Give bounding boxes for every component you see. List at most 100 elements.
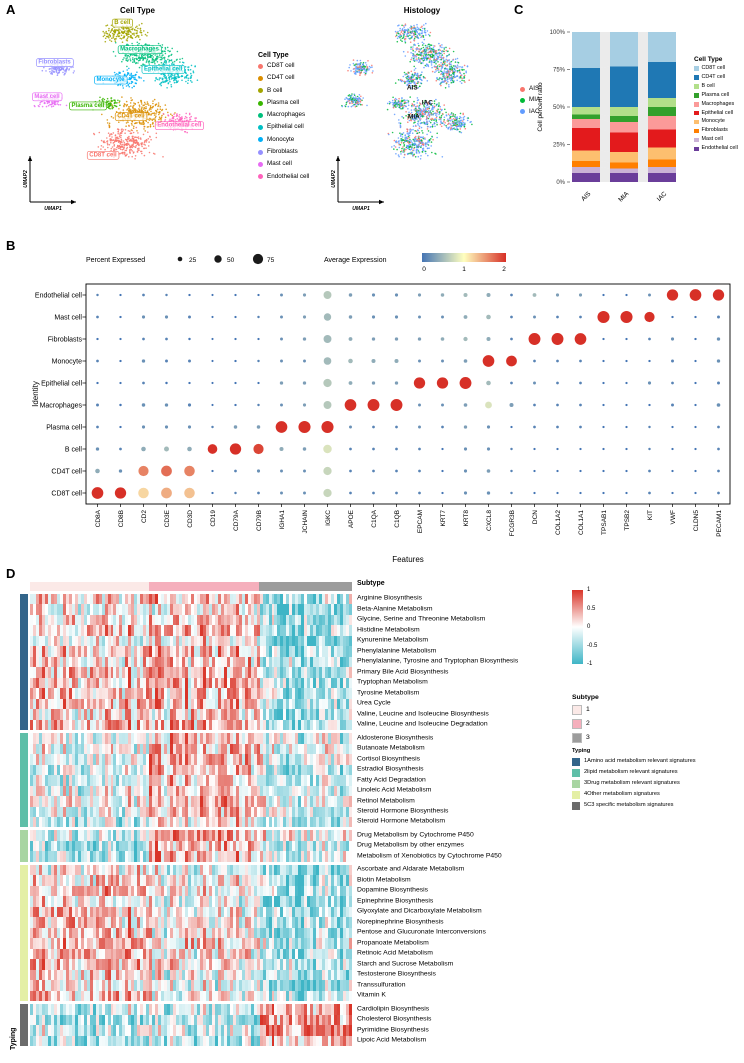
heatmap-row-label: Fatty Acid Degradation [357, 776, 426, 784]
legend-title: Cell Type [258, 52, 289, 59]
heatmap-row-label: Estradiol Biosynthesis [357, 765, 424, 773]
heatmap-row-label: Cortisol Biosynthesis [357, 755, 421, 763]
typing-row-annotation-strip [20, 594, 28, 1046]
cluster-label: CD4T cell [117, 114, 145, 120]
legend-item: 3 [572, 733, 599, 743]
stacked-bars [572, 32, 676, 182]
gene-tick-label: CD19 [210, 510, 217, 527]
colorbar-tick: 1 [587, 587, 591, 593]
colorbar-gradient [572, 590, 583, 664]
heatmap-row-label: Cardiolipin Biosynthesis [357, 1005, 430, 1013]
heatmap-row-label: Aldosterone Biosynthesis [357, 734, 434, 742]
legend-label: 4Other metabolism signatures [584, 791, 660, 798]
identity-tick-label: Epithelial cell [41, 380, 82, 387]
histology-legend: AIS MIA IAC [520, 85, 541, 120]
legend-label: CD4T cell [701, 73, 726, 80]
color-legend-tick: 2 [502, 266, 506, 273]
legend-item: Epithelial cell [258, 124, 338, 130]
bar-y-tick-label: 50% [553, 105, 566, 111]
legend-item: B cell [694, 83, 744, 89]
cluster-label-box [32, 92, 63, 102]
heatmap-row-label: Pyrimidine Biosynthesis [357, 1026, 429, 1034]
legend-swatch [694, 137, 699, 143]
legend-label: CD8T cell [267, 62, 295, 69]
panel-c-label: C [514, 2, 524, 17]
umap-x-axis-label: UMAP1 [44, 206, 62, 212]
legend-swatch [258, 162, 263, 168]
umap-celltype-legend: Cell Type CD8T cell CD4T cell B cell Plasma… [258, 52, 338, 186]
heatmap-row-label: Dopamine Biosynthesis [357, 886, 429, 894]
bar-y-tick-label: 100% [550, 30, 566, 36]
heatmap-row-label: Drug Metabolism by Cytochrome P450 [357, 831, 474, 839]
legend-item: Epithelial cell [694, 110, 744, 116]
legend-swatch [572, 705, 582, 715]
legend-swatch [572, 802, 580, 810]
identity-tick-label: Plasma cell [46, 424, 82, 431]
legend-swatch [258, 75, 263, 81]
legend-swatch [572, 780, 580, 788]
legend-label: Mast cell [701, 136, 723, 143]
legend-item: Fibroblasts [258, 148, 338, 155]
heatmap-row-label: Histidine Metabolism [357, 626, 420, 634]
identity-tick-label: Fibroblasts [48, 336, 83, 343]
gene-tick-label: PECAM1 [716, 510, 723, 537]
cluster-label: B cell [114, 20, 130, 26]
legend-label: Macrophages [701, 100, 735, 107]
gene-tick-label: JCHAIN [302, 510, 309, 534]
heatmap-row-label: Ascorbate and Aldarate Metabolism [357, 865, 465, 873]
panel-d-label: D [6, 566, 16, 581]
legend-item: Fibroblasts [694, 127, 744, 134]
heatmap-row-label: Drug Metabolism by other enzymes [357, 841, 464, 849]
legend-swatch [694, 66, 699, 71]
heatmap-row-label: Glycine, Serine and Threonine Metabolism [357, 615, 486, 623]
gene-tick-label: DCN [532, 510, 539, 524]
heatmap-row-label: Arginine Biosynthesis [357, 594, 422, 602]
legend-swatch [694, 84, 699, 89]
legend-swatch [694, 110, 699, 116]
color-legend-tick: 1 [462, 266, 466, 273]
dotplot-y-axis-label: Identity [31, 381, 40, 407]
gene-tick-label: TPSB2 [624, 510, 631, 531]
legend-item: B cell [258, 87, 338, 94]
legend-label: MIA [529, 96, 541, 104]
legend-item: 1 [572, 705, 599, 715]
legend-swatch [572, 733, 582, 743]
gene-tick-label: CD3D [187, 510, 194, 528]
gene-tick-label: TPSAB1 [601, 510, 608, 535]
legend-label: 3Drug metabolism relevant signatures [584, 780, 680, 787]
subtype-segment-1 [30, 582, 150, 591]
legend-swatch [694, 102, 699, 107]
cluster-label: Fibroblasts [38, 60, 71, 66]
cluster-label-box [114, 112, 148, 121]
umap-y-axis-label: UMAP2 [331, 170, 337, 188]
cluster-label: Macrophages [120, 47, 159, 53]
subtype-segment-3 [258, 582, 352, 591]
legend-item: MIA [520, 96, 541, 104]
gene-tick-label: FCGR3B [509, 510, 516, 536]
umap-points-layer [341, 22, 473, 160]
legend-title: Typing [572, 748, 591, 754]
heatmap-row-label: Urea Cycle [357, 699, 391, 707]
legend-item: Endothelial cell [258, 173, 338, 180]
heatmap-row-label: Linoleic Acid Metabolism [357, 786, 432, 794]
gene-tick-label: C1QA [371, 509, 378, 527]
heatmap-row-label: Phenylalanine, Tyrosine and Tryptophan B… [357, 657, 519, 665]
panel-a-label: A [6, 2, 16, 17]
cluster-label: Monocyte [96, 77, 125, 83]
cell-percent-bar-chart: AIS MIA IAC 0% 25% 50% 75% 100% Cell percent rat… [537, 30, 676, 204]
gene-tick-label: C1QB [394, 510, 401, 528]
heatmap-row-label: Primary Bile Acid Biosynthesis [357, 668, 449, 676]
identity-tick-label: CD4T cell [51, 468, 82, 475]
legend-label: Epithelial cell [267, 123, 304, 131]
cluster-label: Plasma cell [72, 103, 105, 109]
heatmap-row-label: Glyoxylate and Dicarboxylate Metabolism [357, 907, 482, 915]
identity-tick-label: Macrophages [40, 402, 83, 409]
legend-label: 2 [586, 719, 590, 727]
marker-dotplot: Percent Expressed 25 50 75 Average Expressio… [31, 253, 731, 564]
gene-tick-label: CD8B [118, 510, 125, 527]
legend-item: Macrophages [258, 111, 338, 118]
legend-swatch [572, 769, 580, 777]
legend-item: Monocyte [694, 119, 744, 125]
dotplot-dots [91, 289, 725, 499]
